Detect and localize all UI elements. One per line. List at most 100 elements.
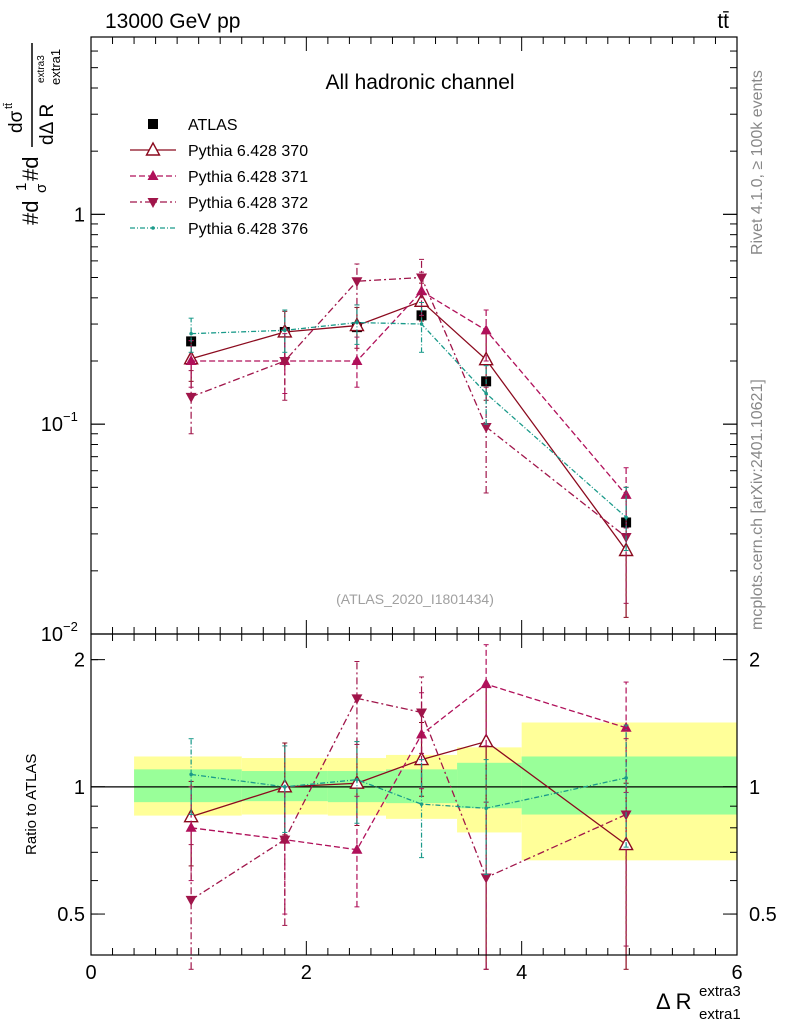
ylabel-frac1-num: 1: [13, 183, 30, 191]
energy-label: 13000 GeV pp: [105, 10, 240, 33]
main-point-p372: [416, 273, 428, 284]
main-line-p376: [191, 321, 627, 518]
ratio-point-p376: [355, 777, 359, 782]
main-ytick-label: 1: [74, 204, 85, 226]
ylabel-frac2-num-sup: tt̄: [3, 103, 15, 109]
main-point-p371: [480, 324, 492, 335]
ratio-series-p376: [188, 724, 629, 876]
main-point-p376: [355, 320, 359, 325]
main-ytick-exponent: −2: [63, 619, 78, 634]
ylabel-frac2-den-sup: extra3: [36, 55, 47, 83]
ratio-point-p372: [279, 835, 291, 846]
main-series-p372: [185, 258, 632, 604]
xlabel-main: Δ R: [656, 989, 691, 1014]
ratio-ytick-label: 1: [74, 777, 85, 799]
ratio-point-p372: [185, 895, 197, 906]
ratio-point-p372: [416, 708, 428, 719]
main-panel: 110−110−2 All hadronic channel (ATLAS_20…: [41, 36, 738, 646]
ratio-data-layer: 0 2 4 6 0.5 0.5 1 1 2 2: [57, 634, 777, 984]
ylabel-frac2-den: dΔ R: [37, 104, 58, 145]
legend-marker-p376: [151, 226, 155, 230]
ratio-ytick-label: 2: [74, 650, 85, 672]
legend-item-p376: Pythia 6.428 376: [130, 221, 308, 238]
legend-item-p372: Pythia 6.428 372: [130, 195, 308, 212]
legend-marker-p372: [147, 198, 159, 208]
ratio-point-p372: [480, 873, 492, 884]
main-ytick-label: 10: [41, 624, 63, 646]
main-series-p371: [185, 271, 632, 529]
ylabel-part1: #d: [18, 201, 43, 225]
ratio-point-p376: [624, 776, 628, 780]
ratio-frame: [90, 633, 738, 956]
ratio-point-p376: [189, 772, 193, 777]
main-point-p371: [416, 285, 428, 296]
main-point-p376: [419, 322, 424, 326]
legend-item-p370: Pythia 6.428 370: [130, 141, 308, 160]
xlabel-sup: extra3: [699, 983, 741, 1000]
legend-marker-p370: [145, 141, 161, 156]
ratio-band-inner: [521, 756, 737, 815]
main-line-p372: [190, 276, 627, 538]
main-line-p371: [191, 290, 627, 496]
legend-item-atlas: ATLAS: [148, 117, 238, 134]
legend-label-p376: Pythia 6.428 376: [188, 221, 308, 238]
main-point-p372: [279, 356, 291, 367]
ylabel-frac2-den-sub: extra1: [48, 49, 63, 85]
ylabel-frac2-num: dσ: [6, 110, 27, 133]
legend-item-p371: Pythia 6.428 371: [130, 169, 308, 186]
legend-label-atlas: ATLAS: [188, 117, 238, 134]
ylabel-part2: #d: [18, 157, 43, 181]
ylabel-frac1-den: σ: [33, 183, 50, 193]
main-series-p376: [188, 302, 629, 551]
ratio-ylabel: Ratio to ATLAS: [23, 754, 40, 855]
ratio-line-p371: [191, 683, 627, 851]
legend-label-p371: Pythia 6.428 371: [188, 169, 308, 186]
xlabel: Δ R extra3 extra1: [656, 983, 741, 1023]
legend-marker-atlas: [148, 119, 158, 129]
ratio-band-inner: [134, 769, 242, 803]
ratio-ytick-label-right: 2: [749, 650, 760, 672]
process-label: tt̄: [717, 10, 729, 33]
ratio-line-p376: [191, 773, 627, 809]
ratio-point-p376: [419, 802, 424, 806]
ratio-line-p372: [190, 697, 627, 901]
main-point-p376: [189, 331, 193, 336]
mcplots-label: mcplots.cern.ch [arXiv:2401.10621]: [749, 379, 766, 630]
main-point-p371: [620, 488, 632, 499]
main-point-p376: [624, 515, 628, 520]
rivet-label: Rivet 4.1.0, ≥ 100k events: [749, 70, 766, 255]
ratio-xtick-label: 4: [516, 962, 527, 984]
main-point-p372: [351, 277, 363, 288]
ratio-panel: 0 2 4 6 0.5 0.5 1 1 2 2: [57, 633, 777, 984]
top-ylabel: #d 1 σ #d dσ tt̄ dΔ R extra1 extra3: [3, 43, 63, 225]
ratio-band-inner: [457, 762, 522, 809]
ratio-point-p371: [185, 821, 197, 832]
ratio-xtick-label: 2: [301, 962, 312, 984]
main-ytick-exponent: −1: [63, 409, 78, 424]
ratio-line-p370: [190, 740, 627, 846]
xlabel-sub: extra1: [699, 1006, 741, 1023]
main-point-p372: [480, 422, 492, 433]
ratio-xtick-label: 0: [85, 962, 96, 984]
main-point-p376: [283, 328, 287, 333]
main-series-p370: [183, 282, 634, 618]
main-line-p370: [190, 300, 627, 551]
main-data-layer: 110−110−2: [41, 36, 738, 646]
main-point-p371: [185, 354, 197, 365]
main-point-p372: [185, 392, 197, 403]
ratio-point-p376: [283, 785, 287, 789]
legend-label-p372: Pythia 6.428 372: [188, 195, 308, 212]
analysis-id: (ATLAS_2020_I1801434): [336, 591, 494, 607]
main-point-p371: [351, 354, 363, 365]
main-point-p376: [484, 391, 488, 396]
ratio-ytick-label-right: 0.5: [749, 904, 777, 926]
channel-label: All hadronic channel: [325, 71, 514, 94]
legend-label-p370: Pythia 6.428 370: [188, 143, 308, 160]
main-ytick-label: 10: [41, 414, 63, 436]
main-series-atlas: [186, 310, 632, 528]
ratio-point-p371: [480, 678, 492, 689]
legend-marker-p371: [147, 170, 159, 180]
ratio-point-p372: [351, 694, 363, 705]
legend: ATLAS Pythia 6.428 370 Pythia 6.428 371 Pyt…: [130, 117, 308, 238]
